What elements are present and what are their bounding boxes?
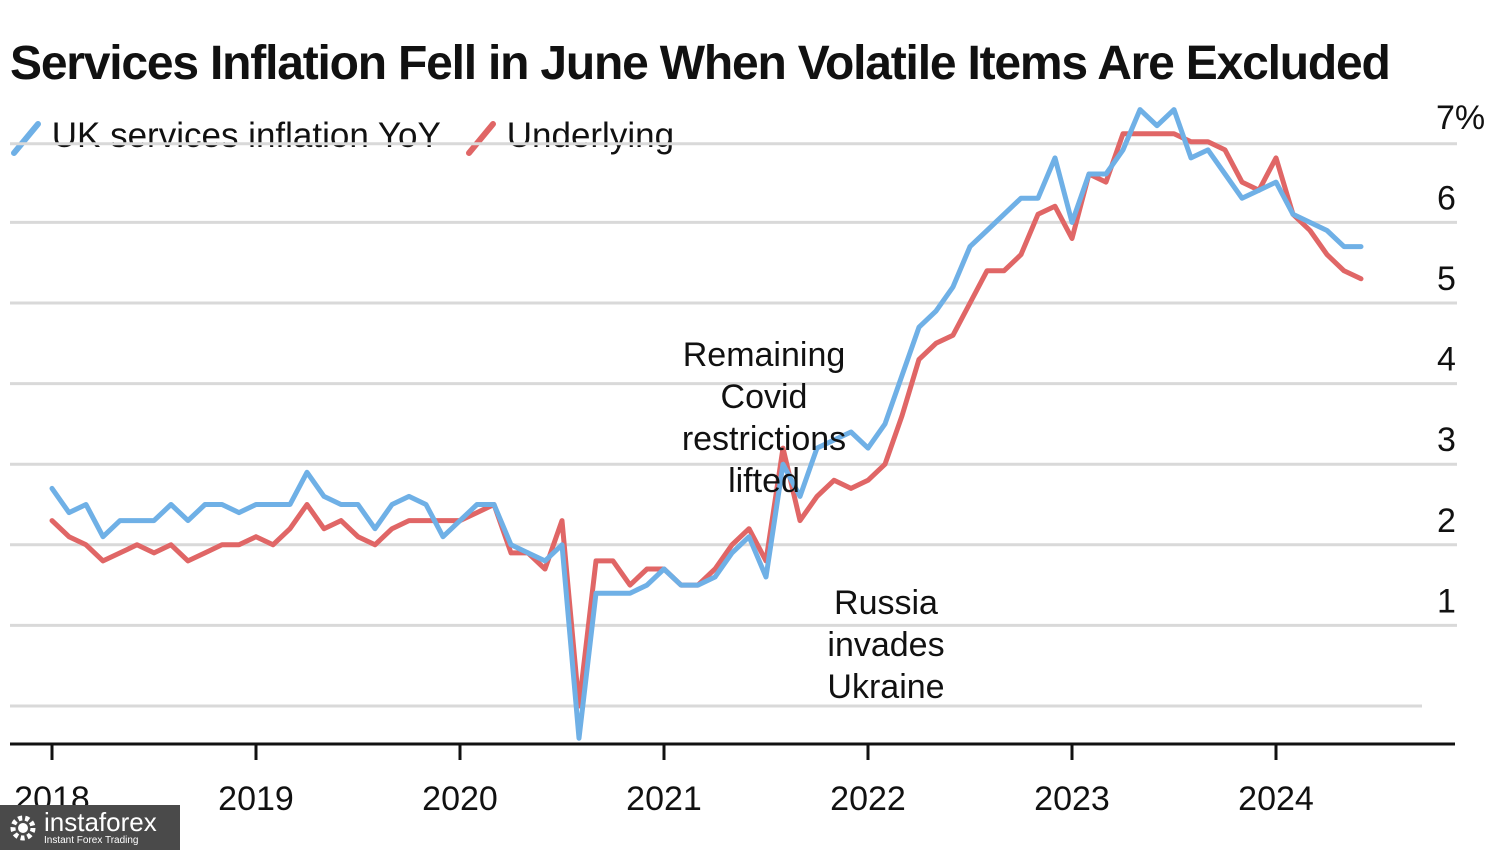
y-tick-label: 4 — [1437, 341, 1456, 379]
gear-logo-icon — [10, 815, 36, 840]
annotation-ukraine-line: Ukraine — [827, 668, 945, 706]
y-tick-label: 1 — [1437, 582, 1456, 620]
y-tick-label: 5 — [1437, 260, 1456, 298]
y-axis-labels: 1 2 3 4 5 6 7% — [1436, 99, 1485, 621]
series-line-services — [49, 107, 1364, 741]
annotation-covid: Remaining Covid restrictions lifted — [664, 334, 864, 502]
y-tick-label: 7% — [1436, 99, 1485, 137]
logo-tagline: Instant Forex Trading — [44, 835, 139, 846]
annotation-covid-line: lifted — [728, 462, 800, 500]
instaforex-logo: instaforex Instant Forex Trading — [0, 805, 180, 850]
x-tick-label: 2023 — [1034, 780, 1110, 818]
annotation-covid-line: restrictions — [681, 420, 847, 458]
legend-item-services: UK services inflation YoY — [10, 116, 441, 156]
y-tick-label: 6 — [1437, 179, 1456, 217]
chart-title: Services Inflation Fell in June When Vol… — [10, 37, 1391, 90]
x-tick-label: 2020 — [422, 780, 498, 818]
legend-label-services: UK services inflation YoY — [51, 116, 441, 155]
legend-swatch-services — [11, 120, 41, 156]
annotation-ukraine: Russia invades Ukraine — [806, 582, 966, 708]
annotation-covid-line: Covid — [720, 378, 808, 416]
logo-name: instaforex — [44, 807, 157, 837]
y-tick-label: 2 — [1437, 502, 1456, 540]
series-lines — [49, 107, 1364, 741]
series-line-underlying — [49, 131, 1364, 709]
x-tick-label: 2024 — [1238, 780, 1314, 818]
y-tick-label: 3 — [1437, 421, 1456, 459]
legend-label-underlying: Underlying — [506, 116, 675, 155]
x-axis: 2018 2019 2020 2021 2022 2023 2024 — [10, 742, 1455, 818]
annotation-ukraine-line: invades — [827, 626, 945, 664]
legend-swatch-underlying — [466, 120, 496, 156]
annotation-ukraine-line: Russia — [834, 584, 938, 622]
x-tick-label: 2021 — [626, 780, 702, 818]
legend-item-underlying: Underlying — [465, 116, 674, 156]
x-tick-label: 2019 — [218, 780, 294, 818]
x-tick-label: 2022 — [830, 780, 906, 818]
annotation-covid-line: Remaining — [682, 336, 846, 374]
